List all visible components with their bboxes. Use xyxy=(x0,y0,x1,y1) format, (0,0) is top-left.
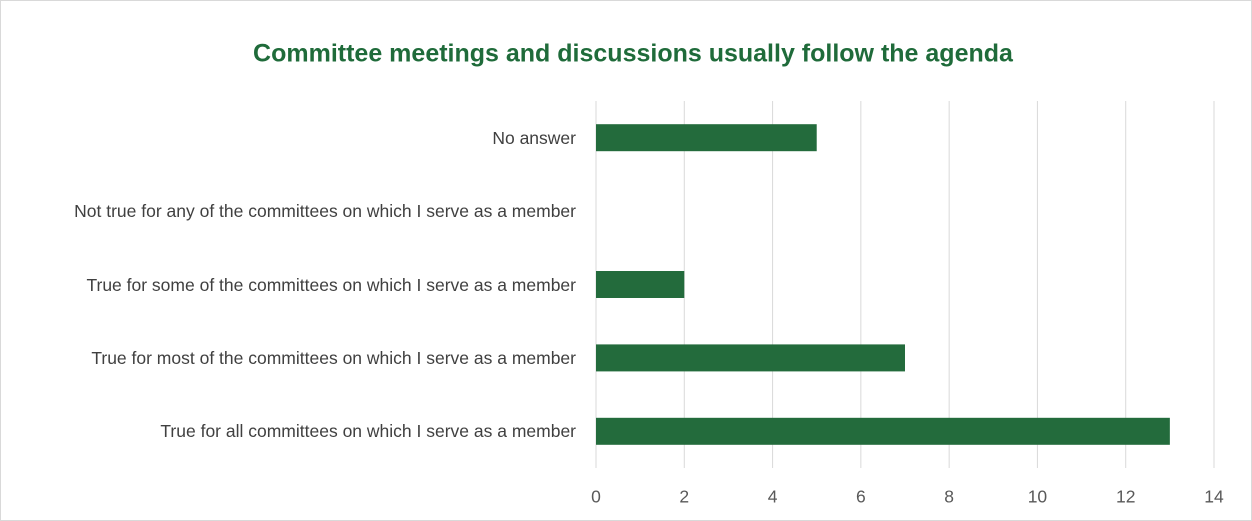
x-tick-label: 14 xyxy=(1204,487,1224,507)
y-tick-label: True for some of the committees on which… xyxy=(86,274,576,295)
chart-title: Committee meetings and discussions usual… xyxy=(253,40,1014,68)
bar xyxy=(596,417,1170,445)
x-tick-label: 4 xyxy=(768,487,778,507)
y-tick-label: True for most of the committees on which… xyxy=(91,347,576,368)
y-tick-label: True for all committees on which I serve… xyxy=(160,421,576,442)
bar xyxy=(596,344,905,372)
x-tick-label: 8 xyxy=(944,487,954,507)
bar xyxy=(596,124,817,152)
x-tick-label: 0 xyxy=(591,487,601,507)
x-tick-label: 12 xyxy=(1116,487,1135,507)
x-tick-label: 6 xyxy=(856,487,866,507)
x-tick-label: 2 xyxy=(679,487,689,507)
y-tick-label: No answer xyxy=(492,127,576,148)
y-tick-label: Not true for any of the committees on wh… xyxy=(74,201,576,222)
x-tick-label: 10 xyxy=(1028,487,1048,507)
bar xyxy=(596,271,685,298)
